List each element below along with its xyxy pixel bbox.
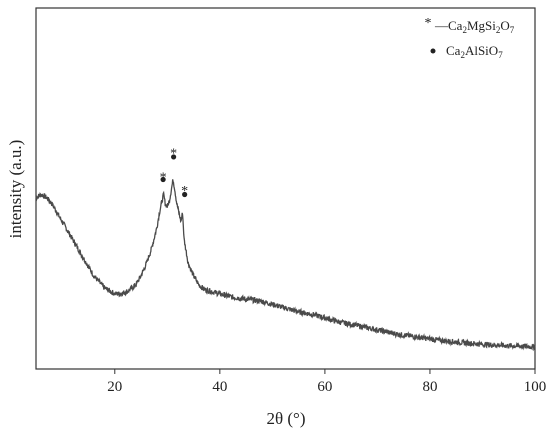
legend-marker-dot — [430, 48, 436, 54]
peak-dot-marker — [182, 191, 188, 198]
peak-star-marker: * — [170, 146, 177, 161]
peak-dot-marker — [160, 176, 166, 183]
peak-star-marker: * — [181, 184, 188, 199]
legend-marker-star: * — [425, 16, 432, 31]
x-tick-label: 80 — [422, 379, 437, 395]
x-tick-label: 60 — [317, 379, 332, 395]
x-tick-label: 40 — [212, 379, 227, 395]
series-line-xrd — [35, 179, 536, 352]
x-axis-title: 2θ (°) — [266, 409, 305, 428]
x-axis-ticks: 20 40 60 80 100 — [107, 369, 546, 395]
x-tick-label: 20 — [107, 379, 122, 395]
legend-label-ca2mgsi2o7: —Ca2MgSi2O7 — [434, 18, 515, 35]
peak-dot-marker — [171, 154, 177, 160]
y-axis-title: intensity (a.u.) — [6, 140, 25, 239]
x-tick-label: 100 — [524, 379, 547, 395]
peak-annotations: *** — [160, 146, 189, 199]
legend: * —Ca2MgSi2O7 Ca2AlSiO7 — [425, 16, 515, 60]
plot-frame — [35, 7, 536, 370]
legend-label-ca2alsio7: Ca2AlSiO7 — [446, 43, 503, 60]
